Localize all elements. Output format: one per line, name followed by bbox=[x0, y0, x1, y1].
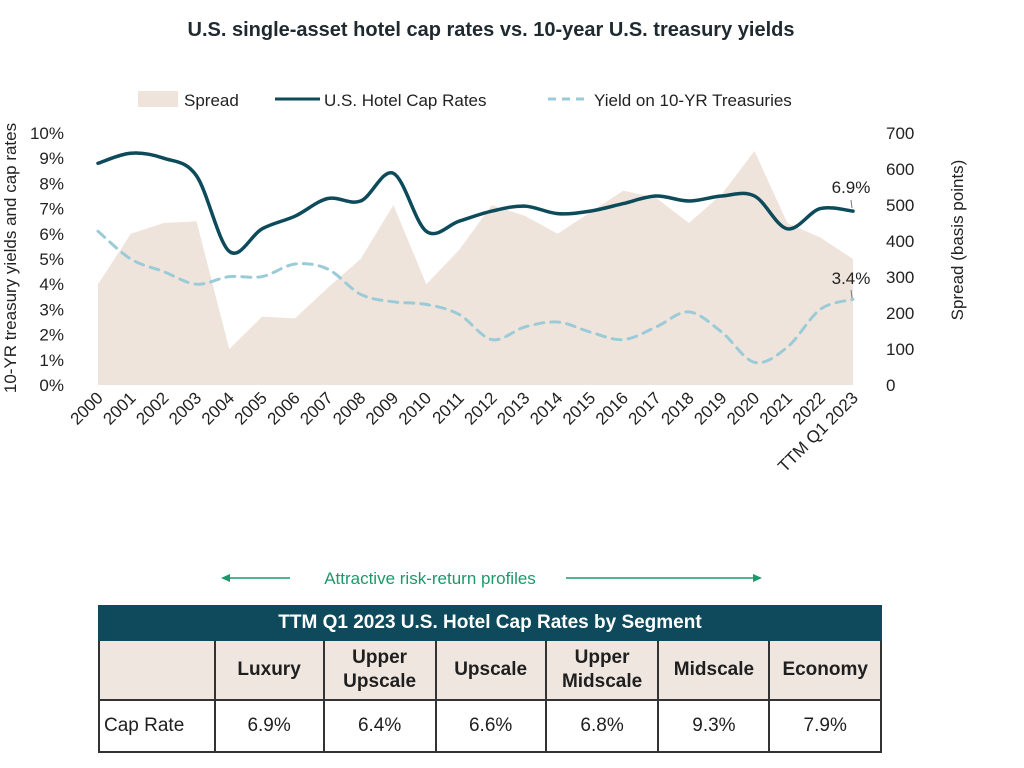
x-tick: 2001 bbox=[99, 388, 139, 428]
y-tick-right: 600 bbox=[886, 160, 914, 179]
chart-title: U.S. single-asset hotel cap rates vs. 10… bbox=[188, 19, 795, 41]
y-tick-left: 6% bbox=[39, 225, 64, 244]
x-tick: 2007 bbox=[296, 388, 336, 428]
y-tick-left: 10% bbox=[30, 124, 64, 143]
x-tick: 2011 bbox=[429, 388, 468, 427]
y-tick-right: 300 bbox=[886, 268, 914, 287]
x-tick: 2019 bbox=[690, 388, 730, 428]
table-cell: 7.9% bbox=[768, 699, 882, 753]
plot-area: 0% 1% 2% 3% 4% 5% 6% 7% 8% 9% 10% 0 100 200 300 400 500 6… bbox=[30, 124, 914, 476]
y-axis-right-label: Spread (basis points) bbox=[948, 160, 967, 321]
x-tick: 2003 bbox=[165, 388, 205, 428]
legend-swatch-spread bbox=[138, 91, 178, 107]
table-corner-cell bbox=[98, 639, 216, 701]
y-tick-right: 200 bbox=[886, 304, 914, 323]
table-header-cell: Economy bbox=[768, 639, 882, 701]
table-header-cell: Upscale bbox=[434, 639, 547, 701]
table-cell: 9.3% bbox=[657, 699, 771, 753]
note-arrowhead-left bbox=[221, 574, 230, 582]
x-tick: 2005 bbox=[231, 388, 271, 428]
legend-label-treasury: Yield on 10-YR Treasuries bbox=[594, 91, 792, 110]
x-tick: 2014 bbox=[526, 388, 566, 428]
y-tick-left: 8% bbox=[39, 174, 64, 193]
note-text: Attractive risk-return profiles bbox=[324, 569, 536, 588]
series-area-spread bbox=[98, 151, 853, 385]
table-header-cell: Upper Midscale bbox=[544, 639, 660, 701]
series-line-treasury bbox=[96, 229, 855, 365]
table-header-cell: Upper Upscale bbox=[322, 639, 437, 701]
x-tick: 2020 bbox=[723, 388, 763, 428]
table-header-cell: Midscale bbox=[657, 639, 771, 701]
table-cell: 6.8% bbox=[544, 699, 660, 753]
table-title: TTM Q1 2023 U.S. Hotel Cap Rates by Segm… bbox=[98, 605, 882, 641]
y-tick-right: 400 bbox=[886, 232, 914, 251]
callout-treasury: 3.4% bbox=[832, 269, 871, 288]
x-tick: 2017 bbox=[625, 388, 665, 428]
note-arrowhead-right bbox=[753, 574, 762, 582]
table-cell: 6.4% bbox=[322, 699, 437, 753]
risk-return-note: Attractive risk-return profiles bbox=[221, 569, 762, 588]
y-tick-left: 1% bbox=[39, 351, 64, 370]
x-tick: 2018 bbox=[658, 388, 698, 428]
series-line-cap-rates bbox=[96, 151, 855, 255]
callout-treasury-leader bbox=[850, 289, 853, 299]
x-tick: 2010 bbox=[395, 388, 435, 428]
table-row-label: Cap Rate bbox=[98, 699, 216, 753]
y-tick-left: 7% bbox=[39, 200, 64, 219]
x-tick: 2002 bbox=[132, 388, 172, 428]
callout-cap-rate-leader bbox=[850, 199, 853, 209]
y-tick-left: 0% bbox=[39, 376, 64, 395]
callout-cap-rate: 6.9% bbox=[832, 178, 871, 197]
y-tick-left: 3% bbox=[39, 300, 64, 319]
y-tick-right: 500 bbox=[886, 196, 914, 215]
y-tick-left: 5% bbox=[39, 250, 64, 269]
x-tick: 2021 bbox=[756, 388, 796, 428]
x-tick: 2009 bbox=[362, 388, 402, 428]
x-tick: 2006 bbox=[264, 388, 304, 428]
x-tick: 2000 bbox=[67, 388, 107, 428]
chart: U.S. single-asset hotel cap rates vs. 10… bbox=[1, 19, 967, 588]
table-cell: 6.6% bbox=[434, 699, 547, 753]
legend-label-spread: Spread bbox=[184, 91, 239, 110]
x-tick: 2004 bbox=[198, 388, 238, 428]
table-header-cell: Luxury bbox=[213, 639, 325, 701]
table-cell: 6.9% bbox=[213, 699, 325, 753]
x-tick: 2015 bbox=[559, 388, 599, 428]
table-header-row: Luxury Upper Upscale Upscale Upper Midsc… bbox=[98, 639, 882, 701]
segment-cap-rate-table: TTM Q1 2023 U.S. Hotel Cap Rates by Segm… bbox=[98, 605, 882, 753]
y-tick-right: 700 bbox=[886, 124, 914, 143]
y-axis-left-label: 10-YR treasury yields and cap rates bbox=[1, 123, 20, 393]
x-tick: 2013 bbox=[493, 388, 533, 428]
y-tick-right: 100 bbox=[886, 340, 914, 359]
y-tick-left: 2% bbox=[39, 326, 64, 345]
legend: Spread U.S. Hotel Cap Rates Yield on 10-… bbox=[138, 91, 792, 110]
table-title-row: TTM Q1 2023 U.S. Hotel Cap Rates by Segm… bbox=[98, 605, 882, 641]
x-tick: 2012 bbox=[461, 388, 501, 428]
y-tick-left: 9% bbox=[39, 149, 64, 168]
x-tick: 2016 bbox=[592, 388, 632, 428]
y-tick-right: 0 bbox=[886, 376, 895, 395]
table-row: Cap Rate 6.9% 6.4% 6.6% 6.8% 9.3% 7.9% bbox=[98, 699, 882, 753]
legend-label-cap-rates: U.S. Hotel Cap Rates bbox=[324, 91, 487, 110]
y-tick-left: 4% bbox=[39, 275, 64, 294]
x-tick: 2008 bbox=[329, 388, 369, 428]
